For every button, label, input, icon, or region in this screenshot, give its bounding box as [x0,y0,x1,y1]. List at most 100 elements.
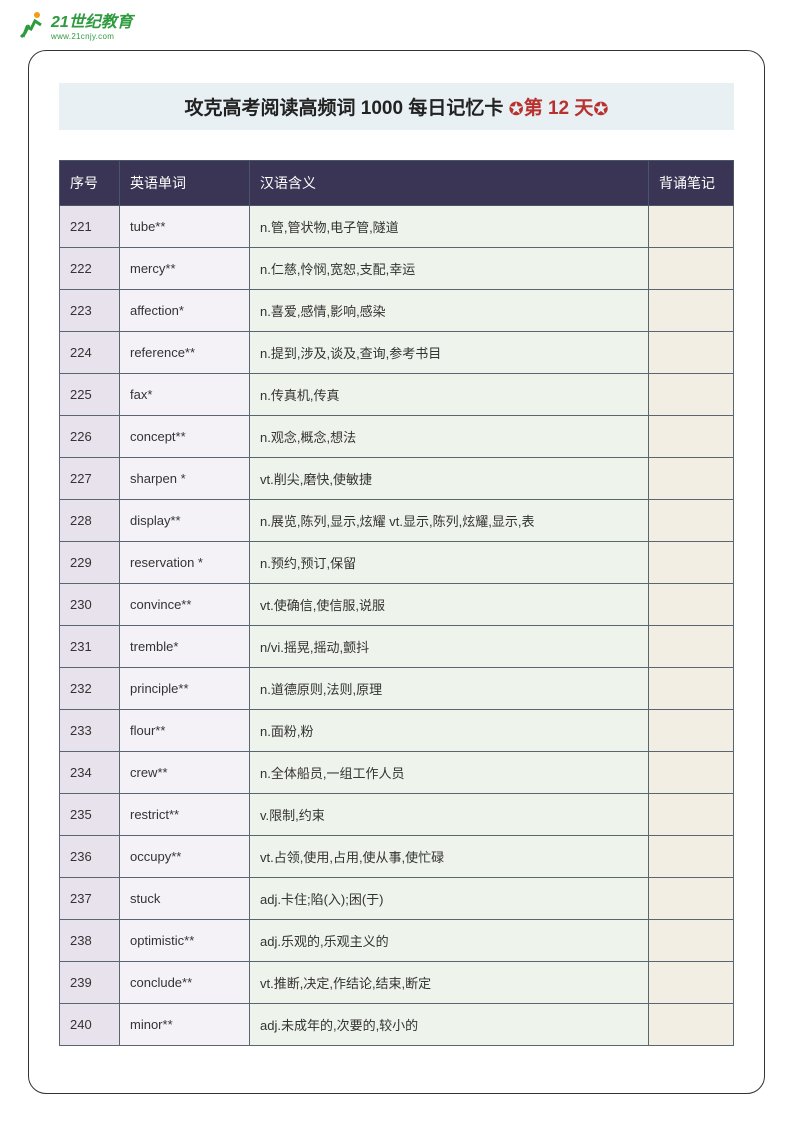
cell-meaning: adj.卡住;陷(入);困(于) [250,878,649,920]
cell-notes [649,1004,734,1046]
cell-word: restrict** [120,794,250,836]
cell-num: 225 [60,374,120,416]
cell-num: 223 [60,290,120,332]
cell-meaning: vt.占领,使用,占用,使从事,使忙碌 [250,836,649,878]
cell-num: 237 [60,878,120,920]
cell-notes [649,584,734,626]
table-header-row: 序号 英语单词 汉语含义 背诵笔记 [60,161,734,206]
cell-word: tube** [120,206,250,248]
cell-num: 239 [60,962,120,1004]
table-row: 239conclude**vt.推断,决定,作结论,结束,断定 [60,962,734,1004]
cell-num: 228 [60,500,120,542]
cell-word: fax* [120,374,250,416]
table-row: 223affection*n.喜爱,感情,影响,感染 [60,290,734,332]
star-icon-left: ✪ [509,99,524,120]
cell-meaning: n.全体船员,一组工作人员 [250,752,649,794]
cell-word: sharpen * [120,458,250,500]
cell-word: tremble* [120,626,250,668]
cell-meaning: vt.推断,决定,作结论,结束,断定 [250,962,649,1004]
star-icon-right: ✪ [593,99,608,120]
logo-icon [15,9,47,41]
cell-num: 238 [60,920,120,962]
cell-notes [649,962,734,1004]
cell-meaning: vt.使确信,使信服,说服 [250,584,649,626]
header-word: 英语单词 [120,161,250,206]
cell-meaning: n.预约,预订,保留 [250,542,649,584]
cell-meaning: n.管,管状物,电子管,隧道 [250,206,649,248]
table-row: 228display**n.展览,陈列,显示,炫耀 vt.显示,陈列,炫耀,显示… [60,500,734,542]
cell-num: 227 [60,458,120,500]
cell-notes [649,626,734,668]
cell-word: reservation * [120,542,250,584]
cell-meaning: n.仁慈,怜悯,宽恕,支配,幸运 [250,248,649,290]
cell-notes [649,668,734,710]
cell-meaning: n/vi.摇晃,摇动,颤抖 [250,626,649,668]
logo: 21世纪教育 www.21cnjy.com [15,8,133,41]
cell-word: reference** [120,332,250,374]
title-day: 第 12 天 [524,98,594,119]
cell-word: affection* [120,290,250,332]
table-row: 227sharpen *vt.削尖,磨快,使敏捷 [60,458,734,500]
cell-num: 224 [60,332,120,374]
table-row: 235restrict**v.限制,约束 [60,794,734,836]
cell-num: 221 [60,206,120,248]
cell-notes [649,332,734,374]
cell-notes [649,458,734,500]
cell-word: mercy** [120,248,250,290]
cell-notes [649,500,734,542]
logo-text: 21世纪教育 www.21cnjy.com [51,8,133,41]
cell-word: conclude** [120,962,250,1004]
logo-main-text: 21世纪教育 [51,8,133,32]
cell-notes [649,710,734,752]
cell-meaning: n.喜爱,感情,影响,感染 [250,290,649,332]
cell-word: flour** [120,710,250,752]
cell-word: stuck [120,878,250,920]
content-frame: 攻克高考阅读高频词 1000 每日记忆卡 ✪第 12 天✪ 序号 英语单词 汉语… [28,50,765,1094]
cell-notes [649,248,734,290]
cell-meaning: n.展览,陈列,显示,炫耀 vt.显示,陈列,炫耀,显示,表 [250,500,649,542]
table-row: 232principle**n.道德原则,法则,原理 [60,668,734,710]
header-num: 序号 [60,161,120,206]
cell-meaning: n.传真机,传真 [250,374,649,416]
cell-word: minor** [120,1004,250,1046]
title-main: 攻克高考阅读高频词 1000 每日记忆卡 [185,98,509,119]
cell-word: occupy** [120,836,250,878]
cell-meaning: n.面粉,粉 [250,710,649,752]
cell-notes [649,542,734,584]
cell-num: 240 [60,1004,120,1046]
table-row: 230convince**vt.使确信,使信服,说服 [60,584,734,626]
vocabulary-table: 序号 英语单词 汉语含义 背诵笔记 221tube**n.管,管状物,电子管,隧… [59,160,734,1046]
cell-word: concept** [120,416,250,458]
cell-meaning: adj.未成年的,次要的,较小的 [250,1004,649,1046]
cell-num: 229 [60,542,120,584]
table-row: 234crew**n.全体船员,一组工作人员 [60,752,734,794]
cell-num: 236 [60,836,120,878]
cell-notes [649,752,734,794]
cell-num: 231 [60,626,120,668]
cell-num: 235 [60,794,120,836]
cell-meaning: n.道德原则,法则,原理 [250,668,649,710]
logo-sub-text: www.21cnjy.com [51,32,133,41]
cell-meaning: adj.乐观的,乐观主义的 [250,920,649,962]
table-row: 229reservation *n.预约,预订,保留 [60,542,734,584]
cell-notes [649,878,734,920]
cell-meaning: n.观念,概念,想法 [250,416,649,458]
cell-notes [649,416,734,458]
cell-notes [649,920,734,962]
cell-word: crew** [120,752,250,794]
cell-meaning: n.提到,涉及,谈及,查询,参考书目 [250,332,649,374]
cell-word: convince** [120,584,250,626]
table-row: 240minor**adj.未成年的,次要的,较小的 [60,1004,734,1046]
cell-num: 230 [60,584,120,626]
cell-num: 222 [60,248,120,290]
cell-num: 233 [60,710,120,752]
cell-num: 234 [60,752,120,794]
title-bar: 攻克高考阅读高频词 1000 每日记忆卡 ✪第 12 天✪ [59,83,734,130]
table-row: 233flour**n.面粉,粉 [60,710,734,752]
cell-meaning: vt.削尖,磨快,使敏捷 [250,458,649,500]
table-row: 231tremble*n/vi.摇晃,摇动,颤抖 [60,626,734,668]
table-row: 236occupy**vt.占领,使用,占用,使从事,使忙碌 [60,836,734,878]
cell-notes [649,290,734,332]
cell-meaning: v.限制,约束 [250,794,649,836]
cell-word: display** [120,500,250,542]
